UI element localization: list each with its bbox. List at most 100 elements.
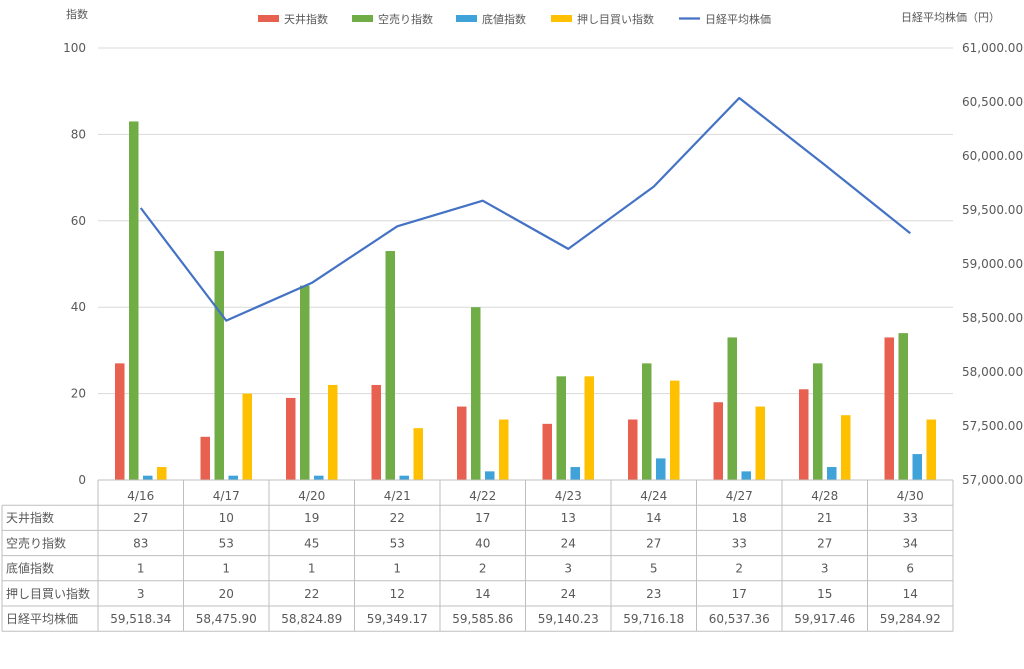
bar (898, 333, 908, 480)
bar (813, 363, 823, 480)
category-label: 4/20 (298, 489, 325, 503)
data-label: 3 (821, 562, 829, 576)
bar (741, 471, 751, 480)
data-label: 20 (219, 587, 234, 601)
bar (727, 337, 737, 480)
data-label: 2 (479, 562, 487, 576)
data-label: 60,537.36 (709, 612, 770, 626)
data-label: 40 (475, 536, 490, 550)
data-label: 59,349.17 (367, 612, 428, 626)
bar (884, 337, 894, 480)
right-tick-label: 59,000.00 (962, 257, 1023, 271)
table-row-label: 空売り指数 (6, 535, 66, 550)
legend-label: 日経平均株価 (705, 12, 771, 26)
left-tick-label: 100 (63, 41, 86, 55)
right-tick-label: 57,500.00 (962, 419, 1023, 433)
left-tick-label: 20 (71, 387, 86, 401)
bar (242, 393, 252, 480)
table-row-label: 天井指数 (6, 510, 54, 525)
right-tick-label: 60,500.00 (962, 95, 1023, 109)
bar (286, 397, 296, 480)
bar (755, 406, 765, 480)
bar (584, 376, 594, 480)
data-label: 59,518.34 (110, 612, 171, 626)
category-label: 4/28 (811, 489, 838, 503)
data-label: 13 (561, 511, 576, 525)
table-row-label: 日経平均株価 (6, 611, 78, 626)
bar (570, 467, 580, 480)
right-tick-label: 58,500.00 (962, 311, 1023, 325)
category-label: 4/22 (469, 489, 496, 503)
bar (713, 402, 723, 480)
bar (200, 436, 210, 480)
bar (157, 467, 167, 480)
bar (371, 384, 381, 480)
data-label: 6 (906, 562, 914, 576)
data-label: 24 (561, 536, 576, 550)
legend-label: 押し目買い指数 (577, 12, 654, 26)
bar (628, 419, 638, 480)
data-label: 58,475.90 (196, 612, 257, 626)
data-label: 2 (735, 562, 743, 576)
data-label: 83 (133, 536, 148, 550)
data-label: 14 (903, 587, 918, 601)
data-label: 59,284.92 (880, 612, 941, 626)
bar (841, 415, 851, 480)
data-label: 53 (390, 536, 405, 550)
table-row-label: 底値指数 (6, 561, 54, 576)
data-label: 3 (564, 562, 572, 576)
bar (129, 121, 139, 480)
data-label: 14 (646, 511, 661, 525)
legend-swatch (258, 15, 279, 22)
data-label: 18 (732, 511, 747, 525)
left-tick-label: 80 (71, 127, 86, 141)
bar (314, 475, 324, 480)
data-label: 1 (222, 562, 230, 576)
bar (328, 384, 338, 480)
gridlines (98, 47, 953, 481)
bar (912, 454, 922, 480)
legend-label: 底値指数 (482, 12, 526, 26)
series-line (139, 96, 911, 322)
data-label: 27 (817, 536, 832, 550)
bar (827, 467, 837, 480)
bar (413, 428, 423, 480)
legend-swatch (551, 15, 572, 22)
bar (214, 251, 224, 480)
bar (485, 471, 495, 480)
data-label: 59,140.23 (538, 612, 599, 626)
data-label: 59,716.18 (623, 612, 684, 626)
category-label: 4/24 (640, 489, 667, 503)
right-tick-label: 58,000.00 (962, 365, 1023, 379)
bar (799, 389, 809, 480)
bar (399, 475, 409, 480)
bar (499, 419, 509, 480)
data-label: 24 (561, 587, 576, 601)
data-label: 58,824.89 (281, 612, 342, 626)
right-tick-label: 60,000.00 (962, 149, 1023, 163)
left-axis-ticks: 0 20 40 60 80 100 (63, 41, 86, 487)
data-label: 59,585.86 (452, 612, 513, 626)
bar (471, 307, 481, 480)
data-label: 14 (475, 587, 490, 601)
right-tick-label: 61,000.00 (962, 41, 1023, 55)
data-label: 59,917.46 (794, 612, 855, 626)
bar (385, 251, 395, 480)
bar (300, 285, 310, 480)
data-label: 33 (903, 511, 918, 525)
data-label: 27 (646, 536, 661, 550)
legend-swatch (352, 15, 373, 22)
data-label: 33 (732, 536, 747, 550)
category-label: 4/30 (897, 489, 924, 503)
data-label: 21 (817, 511, 832, 525)
data-label: 12 (390, 587, 405, 601)
data-label: 1 (308, 562, 316, 576)
data-table: 4/16 4/17 4/20 4/21 4/22 4/23 4/24 4/27 4/28 4/30… (1, 479, 954, 632)
bar (642, 363, 652, 480)
left-tick-label: 40 (71, 300, 86, 314)
data-label: 10 (219, 511, 234, 525)
data-label: 19 (304, 511, 319, 525)
data-label: 15 (817, 587, 832, 601)
data-label: 17 (475, 511, 490, 525)
